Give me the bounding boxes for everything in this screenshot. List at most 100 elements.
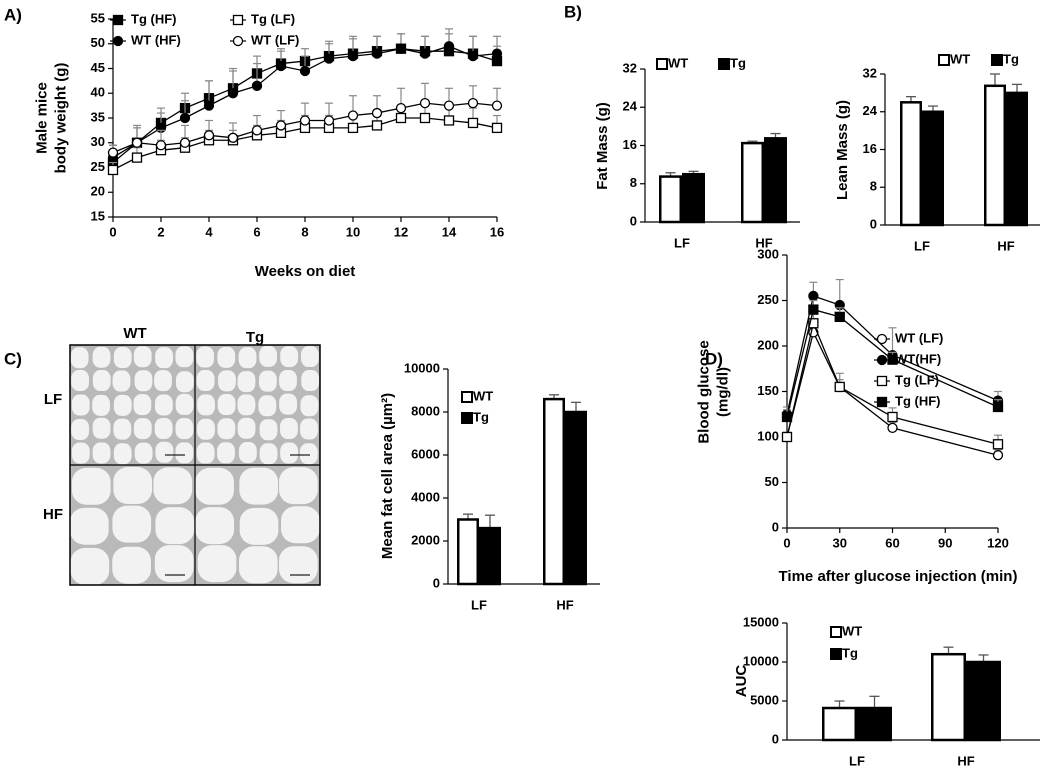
legend-label: WT xyxy=(950,51,970,66)
panel-label: D) xyxy=(705,349,723,368)
cell-shape xyxy=(92,394,110,416)
panel-label: B) xyxy=(564,2,582,21)
cell-shape xyxy=(299,443,318,465)
legend-label: WT xyxy=(842,623,862,638)
y-tick-label: 30 xyxy=(91,134,105,149)
data-point xyxy=(834,381,845,393)
y-tick-label: 40 xyxy=(91,85,105,100)
y-tick-label: 0 xyxy=(630,213,637,228)
cell-shape xyxy=(196,346,215,368)
legend-marker xyxy=(876,354,888,366)
cell-shape xyxy=(175,346,194,368)
x-axis-label: Weeks on diet xyxy=(255,263,356,280)
cell-shape xyxy=(113,443,132,465)
cell-shape xyxy=(112,505,152,543)
legend-marker xyxy=(232,14,244,26)
legend-label: Tg (HF) xyxy=(131,11,176,26)
cell-shape xyxy=(71,442,90,464)
data-point xyxy=(347,110,359,121)
y-tick-label: 150 xyxy=(757,383,779,398)
cell-shape xyxy=(238,441,257,463)
cell-shape xyxy=(259,345,278,367)
x-tick-label: HF xyxy=(957,753,974,767)
x-tick-label: 10 xyxy=(346,224,360,239)
data-point xyxy=(443,100,455,111)
cell-shape xyxy=(217,346,236,368)
data-point xyxy=(887,354,898,365)
cell-shape xyxy=(92,346,111,368)
x-tick-label: LF xyxy=(849,753,865,767)
cell-shape xyxy=(155,347,174,369)
legend-marker xyxy=(232,35,244,47)
legend-marker xyxy=(876,375,888,387)
y-tick-label: 32 xyxy=(623,60,637,75)
data-point xyxy=(275,60,287,72)
error-bar xyxy=(1012,83,1022,93)
cell-shape xyxy=(154,417,173,439)
x-tick-label: 8 xyxy=(301,224,308,239)
bar xyxy=(543,397,565,586)
cell-shape xyxy=(197,545,237,583)
bar xyxy=(822,706,857,742)
y-axis-label: Fat Mass (g) xyxy=(594,102,611,190)
cell-shape xyxy=(153,467,193,505)
cell-shape xyxy=(175,393,194,415)
cell-shape xyxy=(258,370,277,392)
y-tick-label: 8 xyxy=(870,179,877,194)
legend-marker xyxy=(112,14,124,26)
micrograph-column-label: Tg xyxy=(246,329,264,346)
cell-shape xyxy=(280,418,298,440)
y-axis-label: AUC xyxy=(733,665,750,698)
bar xyxy=(565,410,587,586)
legend-marker xyxy=(876,333,888,345)
cell-shape xyxy=(195,467,234,505)
cell-shape xyxy=(238,546,278,584)
y-tick-label: 24 xyxy=(623,99,638,114)
cell-shape xyxy=(196,442,215,464)
cell-shape xyxy=(70,347,89,369)
data-point xyxy=(491,48,503,59)
x-tick-label: LF xyxy=(914,238,930,253)
bar xyxy=(931,652,966,742)
legend-marker xyxy=(876,396,888,408)
cell-shape xyxy=(300,346,319,368)
y-axis-label: Mean fat cell area (µm²) xyxy=(379,393,396,559)
data-point xyxy=(887,411,898,423)
data-point xyxy=(443,41,455,52)
cell-shape xyxy=(281,506,320,544)
y-tick-label: 50 xyxy=(765,474,779,489)
cell-shape xyxy=(217,442,235,464)
cell-shape xyxy=(113,394,132,416)
cell-shape xyxy=(175,418,194,440)
data-point xyxy=(371,48,383,59)
cell-shape xyxy=(71,418,90,440)
data-point xyxy=(227,88,239,99)
micrograph-row-label: HF xyxy=(43,506,63,523)
x-tick-label: HF xyxy=(997,238,1014,253)
y-tick-label: 16 xyxy=(623,137,637,152)
cell-shape xyxy=(113,347,132,369)
cell-shape xyxy=(155,441,174,463)
data-point xyxy=(371,107,383,119)
cell-shape xyxy=(70,547,110,585)
cell-shape xyxy=(154,394,173,416)
x-tick-label: 4 xyxy=(205,224,213,239)
micrograph-row-label: LF xyxy=(44,391,62,408)
error-bar xyxy=(485,514,495,529)
data-point xyxy=(419,98,431,109)
legend-marker xyxy=(830,626,842,638)
data-point xyxy=(395,43,407,54)
legend-label: Tg xyxy=(842,645,858,660)
bar xyxy=(922,110,944,227)
y-tick-label: 4000 xyxy=(411,489,440,504)
y-axis-label: Lean Mass (g) xyxy=(834,100,851,200)
legend-marker xyxy=(830,648,842,660)
y-tick-label: 250 xyxy=(757,292,779,307)
y-tick-label: 8 xyxy=(630,175,637,190)
cell-shape xyxy=(301,370,320,392)
cell-shape xyxy=(279,467,318,505)
cell-shape xyxy=(175,371,194,393)
x-tick-label: 14 xyxy=(442,224,457,239)
y-tick-label: 35 xyxy=(91,109,105,124)
